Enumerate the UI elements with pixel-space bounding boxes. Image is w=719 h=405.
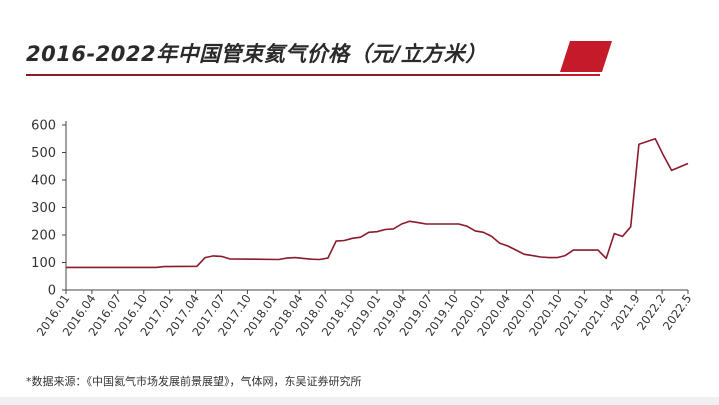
helium-price-line-chart: 0 100 200 300 400 500 600 2016.012016.042016.0… (31, 119, 694, 339)
y-tick-label: 200 (31, 229, 56, 244)
x-axis-ticks: 2016.012016.042016.072016.102017.012017.… (34, 290, 694, 339)
red-brand-badge (560, 41, 612, 72)
series-layer (66, 137, 689, 269)
title-underline-accent (560, 74, 600, 76)
bottom-strip (0, 397, 719, 405)
chart-axes (65, 121, 688, 291)
data-source-note: *数据来源：《中国氦气市场发展前景展望》，气体网，东吴证券研究所 (26, 375, 362, 388)
y-tick-label: 500 (31, 146, 56, 161)
y-tick-label: 100 (31, 256, 56, 271)
series-line-helium-price (66, 137, 689, 269)
y-tick-label: 300 (31, 201, 56, 216)
page-title: 2016-2022年中国管束氦气价格（元/立方米） (26, 42, 487, 66)
y-tick-label: 600 (31, 119, 56, 134)
y-tick-label: 0 (48, 284, 56, 299)
y-tick-label: 400 (31, 174, 56, 189)
y-axis-ticks: 0 100 200 300 400 500 600 (31, 119, 66, 299)
title-underline (26, 74, 562, 76)
